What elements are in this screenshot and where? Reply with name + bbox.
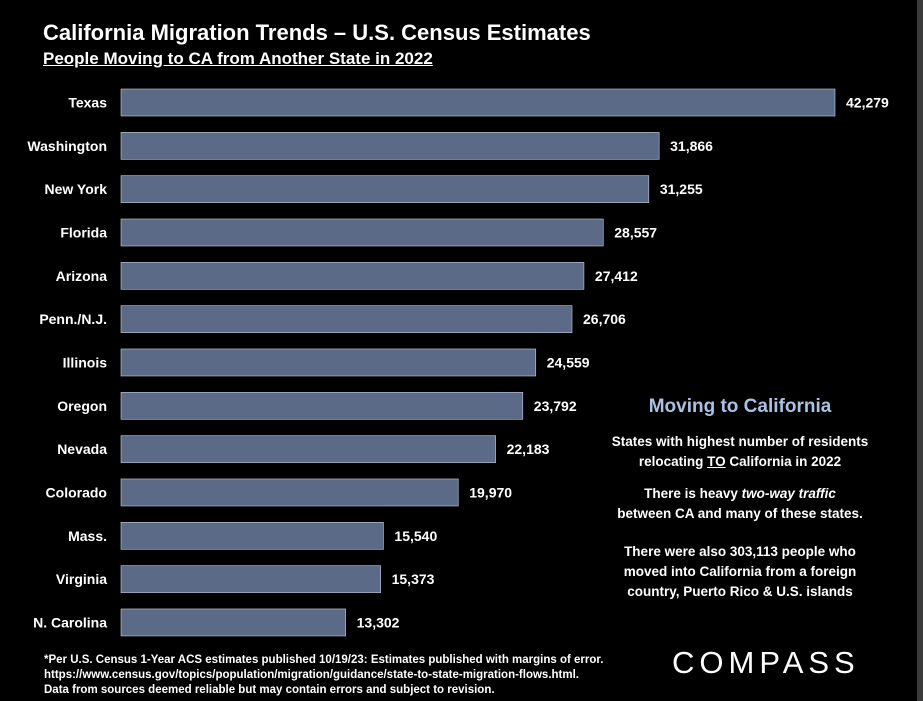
category-label: Washington bbox=[27, 138, 107, 154]
bar bbox=[120, 435, 496, 463]
info-paragraph-1: States with highest number of residents … bbox=[590, 432, 890, 472]
bar bbox=[120, 478, 459, 507]
bar bbox=[120, 392, 524, 420]
bar bbox=[120, 175, 650, 203]
value-label: 15,373 bbox=[392, 571, 435, 587]
category-label: New York bbox=[44, 181, 107, 197]
chart-subtitle: People Moving to CA from Another State i… bbox=[43, 49, 433, 68]
footnote-line-2: https://www.census.gov/topics/population… bbox=[44, 669, 579, 681]
value-label: 31,255 bbox=[660, 181, 703, 197]
bar bbox=[120, 565, 381, 593]
value-label: 13,302 bbox=[357, 614, 400, 630]
value-label: 42,279 bbox=[846, 95, 889, 111]
bar bbox=[120, 608, 346, 637]
bar bbox=[120, 348, 537, 377]
info-p2-pre: There is heavy bbox=[644, 486, 742, 501]
chart-title: California Migration Trends – U.S. Censu… bbox=[43, 20, 591, 45]
category-label: Virginia bbox=[56, 571, 107, 587]
info-p1-line1: States with highest number of residents bbox=[611, 434, 869, 449]
bar bbox=[120, 305, 573, 333]
category-label: Penn./N.J. bbox=[39, 311, 107, 327]
category-label: Arizona bbox=[56, 268, 108, 284]
right-edge-strip bbox=[917, 0, 923, 701]
value-label: 27,412 bbox=[595, 268, 638, 284]
info-p2-emph: two-way traffic bbox=[741, 486, 836, 501]
value-label: 24,559 bbox=[547, 354, 590, 370]
info-p3-line3: country, Puerto Rico & U.S. islands bbox=[627, 584, 853, 599]
info-p1-post: California in 2022 bbox=[725, 454, 842, 469]
bar bbox=[120, 521, 384, 550]
info-paragraph-2: There is heavy two-way traffic between C… bbox=[590, 484, 890, 524]
info-p1-pre: relocating bbox=[638, 454, 708, 469]
value-label: 26,706 bbox=[583, 311, 626, 327]
bar bbox=[120, 218, 604, 247]
footnote-line-3: Data from sources deemed reliable but ma… bbox=[44, 684, 495, 696]
category-label: Florida bbox=[60, 224, 107, 240]
compass-logo: COMPASS bbox=[672, 645, 860, 680]
value-label: 31,866 bbox=[670, 138, 713, 154]
source-footnote: *Per U.S. Census 1-Year ACS estimates pu… bbox=[44, 653, 603, 698]
info-panel: Moving to California States with highest… bbox=[590, 396, 890, 614]
category-label: Oregon bbox=[57, 398, 107, 414]
info-p3-line1: There were also 303,113 people who bbox=[624, 544, 856, 559]
footnote-line-1: *Per U.S. Census 1-Year ACS estimates pu… bbox=[44, 654, 604, 666]
value-label: 19,970 bbox=[469, 484, 512, 500]
bars-layer: Texas 42,279 Washington 31,866 New York 31,25… bbox=[27, 88, 889, 637]
info-heading: Moving to California bbox=[648, 396, 832, 417]
category-label: Illinois bbox=[63, 354, 108, 370]
info-paragraph-3: There were also 303,113 people who moved… bbox=[590, 542, 890, 602]
bar bbox=[120, 88, 836, 117]
info-p2-line2: between CA and many of these states. bbox=[617, 506, 863, 521]
category-label: Colorado bbox=[46, 484, 107, 500]
value-label: 23,792 bbox=[534, 398, 577, 414]
value-label: 28,557 bbox=[614, 224, 657, 240]
category-label: N. Carolina bbox=[33, 614, 107, 630]
value-label: 15,540 bbox=[394, 528, 437, 544]
value-label: 22,183 bbox=[507, 441, 550, 457]
bar bbox=[120, 262, 585, 290]
category-label: Mass. bbox=[68, 528, 107, 544]
bar bbox=[120, 132, 660, 160]
info-p3-line2: moved into California from a foreign bbox=[623, 564, 857, 579]
category-label: Nevada bbox=[57, 441, 107, 457]
category-label: Texas bbox=[68, 95, 107, 111]
info-p1-emph: TO bbox=[707, 454, 726, 469]
